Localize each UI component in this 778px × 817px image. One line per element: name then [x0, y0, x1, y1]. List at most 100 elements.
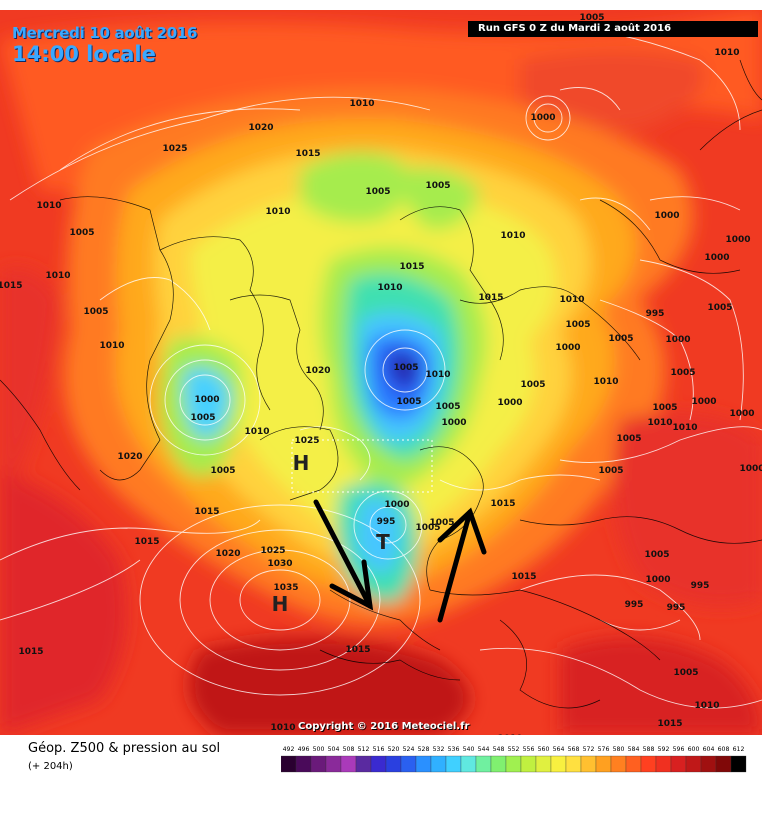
selection-box: [291, 439, 433, 493]
isobar-label: 1015: [134, 537, 159, 547]
isobar-label: 1010: [694, 701, 719, 711]
isobar-label: 1005: [210, 466, 235, 476]
isobar-label: 1015: [0, 281, 23, 291]
isobar-label: 1020: [248, 123, 273, 133]
high-pressure-mark: H: [293, 451, 310, 475]
scale-label: 564: [553, 746, 565, 753]
scale-swatch: [715, 755, 732, 773]
isobar-label: 1015: [657, 719, 682, 729]
scale-label: 496: [298, 746, 310, 753]
color-scale: 492 496 500 504 508 512 516 520 524 528 532 536 540 5…: [281, 746, 747, 773]
scale-label: 504: [328, 746, 340, 753]
isobar-label: 1010: [99, 341, 124, 351]
scale-swatch: [355, 755, 372, 773]
scale-label: 544: [478, 746, 490, 753]
isobar-label: 1005: [396, 397, 421, 407]
isobar-label: 1015: [478, 293, 503, 303]
scale-swatch: [430, 755, 447, 773]
isobar-label: 995: [667, 603, 686, 613]
copyright-text: Copyright © 2016 Meteociel.fr: [298, 721, 470, 732]
scale-label: 492: [283, 746, 295, 753]
isobar-label: 1025: [260, 546, 285, 556]
scale-label: 592: [658, 746, 670, 753]
scale-label: 536: [448, 746, 460, 753]
scale-label: 596: [673, 746, 685, 753]
isobar-label: 1000: [555, 343, 580, 353]
isobar-label: 1010: [647, 418, 672, 428]
isobar-label: 1010: [672, 423, 697, 433]
isobar-label: 1000: [665, 335, 690, 345]
arrows: [313, 499, 487, 623]
arrow-south-head: [329, 559, 374, 611]
isobar-label: 1010: [714, 48, 739, 58]
scale-swatch: [370, 755, 387, 773]
isobar-label: 1015: [194, 507, 219, 517]
isobar-label: 995: [691, 581, 710, 591]
scale-swatch: [625, 755, 642, 773]
scale-swatch: [610, 755, 627, 773]
scale-swatch: [325, 755, 342, 773]
scale-label: 556: [523, 746, 535, 753]
scale-swatch: [490, 755, 507, 773]
isobar-label: 1000: [725, 235, 750, 245]
scale-label: 612: [733, 746, 745, 753]
isobar-label: 1005: [69, 228, 94, 238]
isobar-label: 1030: [267, 559, 292, 569]
isobar-label: 1000: [194, 395, 219, 405]
scale-label: 528: [418, 746, 430, 753]
isobar-label: 1015: [345, 645, 370, 655]
isobar-label: 1010: [349, 99, 374, 109]
isobar-label: 1010: [500, 231, 525, 241]
scale-label: 512: [358, 746, 370, 753]
isobar-label: 1010: [593, 377, 618, 387]
isobar-lines: [0, 27, 762, 709]
isobar-label: 1005: [415, 523, 440, 533]
scale-label: 548: [493, 746, 505, 753]
isobar-label: 1010: [244, 427, 269, 437]
isobar-label: 1020: [305, 366, 330, 376]
scale-swatch: [685, 755, 702, 773]
isobar-label: 1005: [579, 13, 604, 23]
isobar-label: 1005: [435, 402, 460, 412]
scale-label: 608: [718, 746, 730, 753]
scale-swatch: [460, 755, 477, 773]
scale-label: 572: [583, 746, 595, 753]
isobar-label: 1035: [273, 583, 298, 593]
scale-swatch: [580, 755, 597, 773]
scale-swatch: [595, 755, 612, 773]
isobar-label: 1025: [162, 144, 187, 154]
isobar-label: 1005: [598, 466, 623, 476]
isobar-label: 1005: [365, 187, 390, 197]
isobar-label: 1005: [393, 363, 418, 373]
isobar-label: 1005: [83, 307, 108, 317]
isobar-label: 1005: [565, 320, 590, 330]
isobar-label: 1005: [670, 368, 695, 378]
isobar-label: 1015: [399, 262, 424, 272]
isobar-label: 1015: [490, 499, 515, 509]
arrow-north-head: [437, 507, 487, 555]
scale-swatch: [640, 755, 657, 773]
scale-label: 560: [538, 746, 550, 753]
isobar-label: 1010: [497, 734, 522, 735]
isobar-label: 1000: [384, 500, 409, 510]
scale-swatch: [445, 755, 462, 773]
scale-swatch: [700, 755, 717, 773]
isobar-label: 1010: [425, 370, 450, 380]
isobar-label: 1020: [117, 452, 142, 462]
scale-swatch: [281, 755, 297, 773]
scale-swatch: [670, 755, 687, 773]
scale-swatch: [310, 755, 327, 773]
arrow-north: [437, 509, 473, 623]
isobar-label: 1005: [644, 550, 669, 560]
scale-label: 532: [433, 746, 445, 753]
isobar-label: 1005: [429, 518, 454, 528]
isobar-label: 1000: [645, 575, 670, 585]
isobar-label: 1000: [704, 253, 729, 263]
isobar-label: 1015: [511, 572, 536, 582]
isobar-label: 1000: [729, 409, 754, 419]
scale-swatch: [535, 755, 552, 773]
scale-label: 588: [643, 746, 655, 753]
forecast-date: Mercredi 10 août 2016: [12, 24, 198, 42]
isobar-label: 1000: [497, 398, 522, 408]
